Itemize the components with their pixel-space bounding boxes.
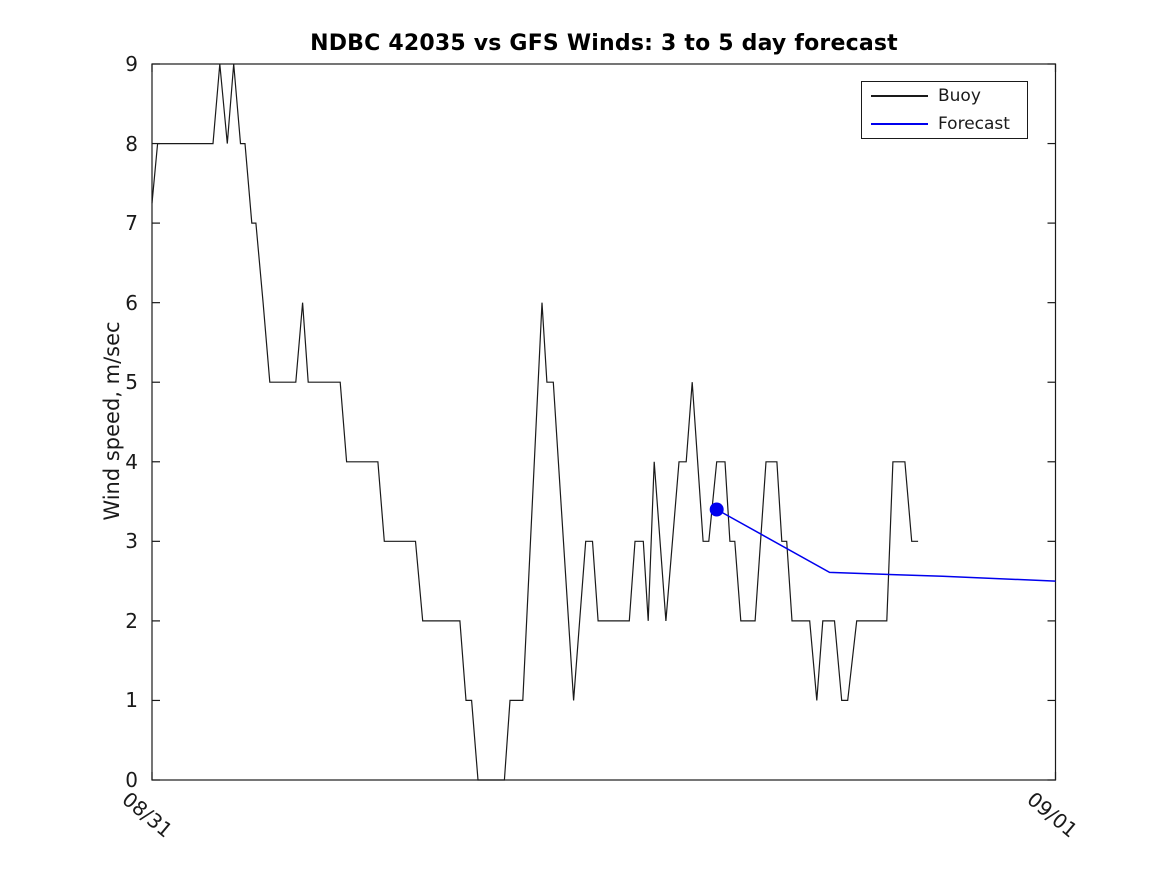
legend-row-forecast: Forecast — [862, 113, 1027, 135]
forecast-line — [716, 508, 1056, 582]
buoy-line — [151, 63, 919, 781]
plot-frame — [151, 63, 1057, 781]
forecast-start-marker — [709, 502, 724, 517]
y-tick-label: 0 — [125, 768, 138, 792]
y-tick-label: 5 — [125, 370, 138, 395]
y-tick-label: 2 — [125, 608, 138, 633]
y-tick-label: 6 — [125, 290, 138, 315]
legend-label-forecast: Forecast — [938, 114, 1010, 134]
buoy-line-swatch — [871, 95, 928, 97]
y-tick-label: 9 — [125, 52, 138, 76]
legend-label-buoy: Buoy — [938, 86, 981, 106]
y-tick-label: 7 — [125, 211, 138, 236]
y-tick-label: 3 — [125, 529, 138, 554]
forecast-line-swatch — [871, 123, 928, 125]
y-tick-label: 8 — [125, 131, 138, 156]
legend-row-buoy: Buoy — [862, 85, 1027, 107]
y-tick-label: 4 — [125, 449, 138, 474]
y-tick-label: 1 — [125, 688, 138, 713]
chart-title: NDBC 42035 vs GFS Winds: 3 to 5 day fore… — [310, 31, 898, 56]
legend: Buoy Forecast — [861, 81, 1028, 139]
